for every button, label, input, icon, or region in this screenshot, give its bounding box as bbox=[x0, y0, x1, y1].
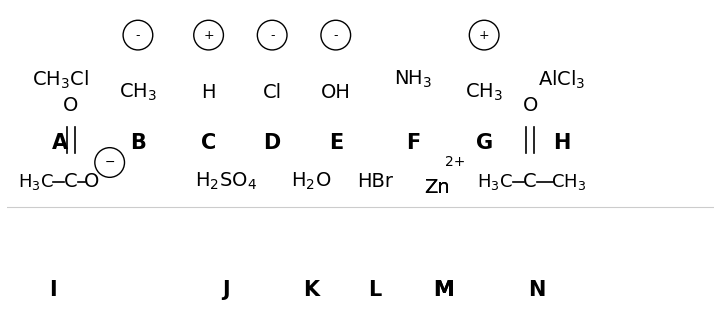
Text: H: H bbox=[553, 133, 570, 153]
Text: C: C bbox=[201, 133, 216, 153]
Text: C: C bbox=[64, 172, 78, 191]
Text: N: N bbox=[528, 280, 546, 300]
Text: D: D bbox=[264, 133, 280, 153]
Text: -: - bbox=[270, 29, 275, 42]
Text: H$_2$O: H$_2$O bbox=[291, 171, 331, 192]
Text: O: O bbox=[84, 172, 99, 191]
Text: H$_2$SO$_4$: H$_2$SO$_4$ bbox=[195, 171, 257, 192]
Text: K: K bbox=[303, 280, 319, 300]
Text: AlCl$_3$: AlCl$_3$ bbox=[538, 69, 585, 91]
Text: -: - bbox=[334, 29, 338, 42]
Text: F: F bbox=[407, 133, 420, 153]
Text: C: C bbox=[523, 172, 537, 191]
Text: M: M bbox=[433, 280, 454, 300]
Text: H$_3$C: H$_3$C bbox=[17, 172, 53, 192]
Text: O: O bbox=[523, 96, 538, 115]
Text: OH: OH bbox=[321, 83, 350, 102]
Text: CH$_3$: CH$_3$ bbox=[552, 172, 587, 192]
Text: −: − bbox=[105, 156, 115, 169]
Text: A: A bbox=[52, 133, 68, 153]
Text: M: M bbox=[433, 280, 454, 300]
Text: J: J bbox=[223, 280, 230, 300]
Text: NH$_3$: NH$_3$ bbox=[394, 69, 433, 90]
Text: Zn: Zn bbox=[424, 178, 450, 198]
Text: H: H bbox=[201, 83, 216, 102]
Text: 2+: 2+ bbox=[445, 155, 465, 170]
Text: CH$_3$: CH$_3$ bbox=[465, 82, 503, 103]
Text: CH$_3$Cl: CH$_3$Cl bbox=[32, 69, 89, 91]
Text: +: + bbox=[479, 29, 490, 42]
Text: CH$_3$: CH$_3$ bbox=[119, 82, 157, 103]
Text: HBr: HBr bbox=[357, 172, 393, 191]
Text: Zn: Zn bbox=[424, 178, 450, 198]
Text: H$_3$C: H$_3$C bbox=[477, 172, 513, 192]
Text: O: O bbox=[63, 96, 79, 115]
Text: B: B bbox=[130, 133, 146, 153]
Text: Cl: Cl bbox=[262, 83, 282, 102]
Text: -: - bbox=[136, 29, 140, 42]
Text: +: + bbox=[203, 29, 214, 42]
Text: I: I bbox=[49, 280, 57, 300]
Text: E: E bbox=[329, 133, 343, 153]
Text: L: L bbox=[368, 280, 381, 300]
Text: G: G bbox=[476, 133, 492, 153]
